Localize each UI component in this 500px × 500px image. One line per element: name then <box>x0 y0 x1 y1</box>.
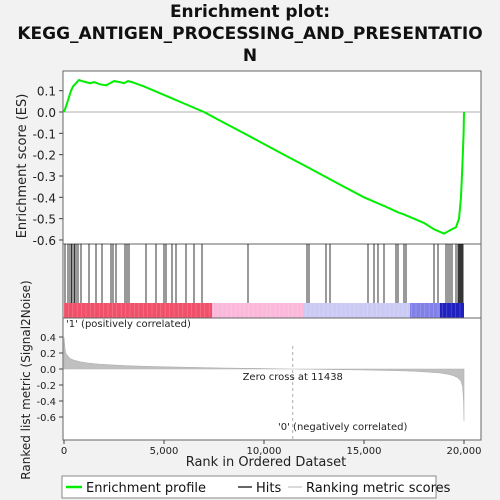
x-axis-label: Rank in Ordered Dataset <box>186 455 347 470</box>
metric-y-tick-label: 0.2 <box>40 349 56 360</box>
es-y-axis-label: Enrichment score (ES) <box>15 94 30 239</box>
positive-correlation-label: '1' (positively correlated) <box>66 319 191 330</box>
es-plot-area <box>63 71 481 244</box>
es-y-tick-label: -0.4 <box>33 191 56 205</box>
correlation-band-segment <box>440 303 464 318</box>
hits-panel <box>63 244 481 318</box>
x-tick-label: 15,000 <box>347 446 382 457</box>
metric-y-tick-label: -0.4 <box>36 397 56 408</box>
legend: Enrichment profile Hits Ranking metric sco… <box>62 476 451 498</box>
es-y-tick-label: -0.5 <box>33 213 56 227</box>
es-y-tick-label: -0.1 <box>33 127 56 141</box>
metric-y-axis-label: Ranked list metric (Signal2Noise) <box>19 280 33 479</box>
es-panel: 0.1 0.0 -0.1 -0.2 -0.3 -0.4 -0.5 -0.6 <box>33 71 481 248</box>
metric-y-tick-label: 0.0 <box>40 365 56 376</box>
legend-label: Hits <box>256 481 281 496</box>
metric-y-tick-label: 0.4 <box>40 333 56 344</box>
legend-label: Ranking metric scores <box>306 481 451 496</box>
es-y-tick-label: -0.2 <box>33 149 56 163</box>
metric-y-tick-label: -0.6 <box>36 413 56 424</box>
metric-panel: 0.4 0.2 0.0 -0.2 -0.4 -0.6 '1' (positively cor… <box>36 318 481 457</box>
es-y-tick-label: 0.0 <box>37 106 56 120</box>
zero-cross-label: Zero cross at 11438 <box>243 372 343 383</box>
es-y-tick-label: 0.1 <box>37 85 56 99</box>
legend-label: Enrichment profile <box>86 481 206 496</box>
x-tick-label: 0 <box>61 446 67 457</box>
x-tick-label: 5,000 <box>150 446 179 457</box>
negative-correlation-label: '0' (negatively correlated) <box>278 422 407 433</box>
x-tick-label: 20,000 <box>447 446 482 457</box>
correlation-band-segment <box>212 303 304 318</box>
es-y-tick-label: -0.3 <box>33 170 56 184</box>
metric-y-tick-label: -0.2 <box>36 381 56 392</box>
es-y-tick-label: -0.6 <box>33 234 56 248</box>
